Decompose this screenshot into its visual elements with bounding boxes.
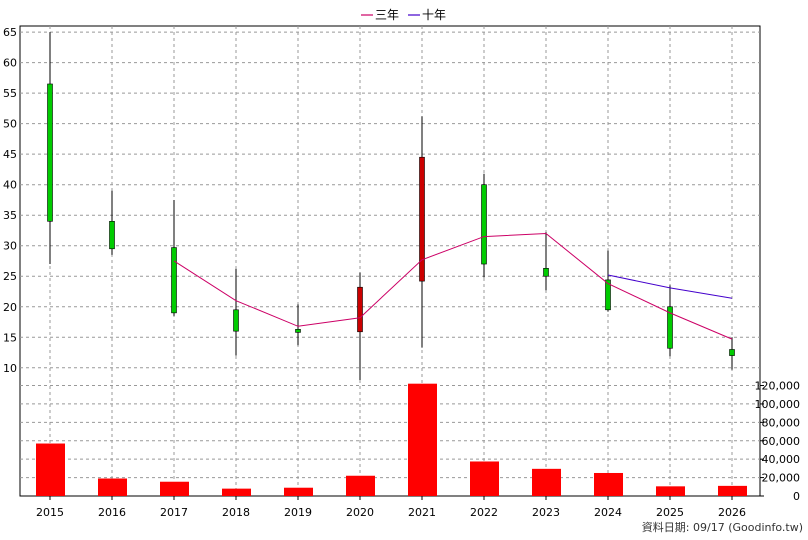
price-tick-label: 20 [3, 301, 17, 314]
volume-bar [532, 468, 561, 496]
price-tick-label: 55 [3, 87, 17, 100]
candle-body [295, 329, 301, 333]
price-tick-label: 10 [3, 362, 17, 375]
candle-body [419, 156, 425, 282]
data-source-label: 資料日期: 09/17 (Goodinfo.tw) [642, 520, 803, 534]
volume-axis: 0 20,000 40,000 60,000 80,000 100,000 120,000 [755, 380, 801, 503]
volume-tick-label: 40,000 [762, 453, 801, 466]
year-tick-label: 2021 [408, 506, 436, 519]
volume-bar [98, 478, 127, 496]
legend: 三年 十年 [361, 8, 446, 22]
volume-bar [284, 487, 313, 496]
volume-tick-label: 0 [793, 490, 800, 503]
volume-tick-label: 100,000 [755, 398, 801, 411]
volume-bar [408, 383, 437, 496]
candle-body [109, 221, 115, 250]
price-tick-label: 35 [3, 209, 17, 222]
price-tick-label: 40 [3, 179, 17, 192]
price-tick-label: 25 [3, 270, 17, 283]
candle-body [543, 268, 549, 277]
year-tick-label: 2016 [98, 506, 126, 519]
year-tick-label: 2025 [656, 506, 684, 519]
volume-tick-label: 20,000 [762, 472, 801, 485]
price-tick-label: 15 [3, 331, 17, 344]
year-tick-label: 2026 [718, 506, 746, 519]
price-tick-label: 30 [3, 240, 17, 253]
grid-lines [20, 26, 760, 496]
volume-bar [222, 488, 251, 496]
volume-bar [346, 475, 375, 496]
year-tick-label: 2024 [594, 506, 622, 519]
year-tick-label: 2023 [532, 506, 560, 519]
volume-tick-label: 60,000 [762, 435, 801, 448]
year-tick-label: 2018 [222, 506, 250, 519]
line-series [173, 233, 733, 340]
candle-body [667, 306, 673, 349]
volume-tick-label: 80,000 [762, 416, 801, 429]
candle-body [357, 286, 363, 333]
year-tick-label: 2022 [470, 506, 498, 519]
volume-bar [36, 443, 65, 496]
price-tick-label: 50 [3, 118, 17, 131]
plot-frame [19, 25, 761, 497]
moving-average-lines [173, 233, 733, 340]
price-tick-label: 65 [3, 26, 17, 39]
candle-body [233, 309, 239, 332]
volume-bars [36, 383, 747, 496]
legend-label-10yr: 十年 [422, 8, 446, 22]
price-axis: 10 15 20 25 30 35 40 45 50 55 60 65 [3, 26, 17, 375]
candle-body [605, 279, 611, 311]
legend-label-3yr: 三年 [375, 8, 399, 22]
candle-body [481, 184, 487, 265]
year-tick-label: 2020 [346, 506, 374, 519]
candle-body [171, 247, 177, 314]
volume-bar [656, 486, 685, 496]
candle-body [729, 349, 735, 356]
volume-bar [470, 461, 499, 496]
candle-body [47, 83, 53, 222]
candlesticks [47, 32, 735, 380]
price-tick-label: 60 [3, 57, 17, 70]
volume-bar [160, 481, 189, 496]
volume-tick-label: 120,000 [755, 380, 801, 393]
year-tick-label: 2015 [36, 506, 64, 519]
price-tick-label: 45 [3, 148, 17, 161]
line-series [607, 274, 733, 299]
volume-bar [718, 485, 747, 496]
year-axis: 2015 2016 2017 2018 2019 2020 2021 2022 2023 2024… [36, 496, 746, 519]
volume-bar [594, 472, 623, 496]
year-tick-label: 2017 [160, 506, 188, 519]
year-tick-label: 2019 [284, 506, 312, 519]
